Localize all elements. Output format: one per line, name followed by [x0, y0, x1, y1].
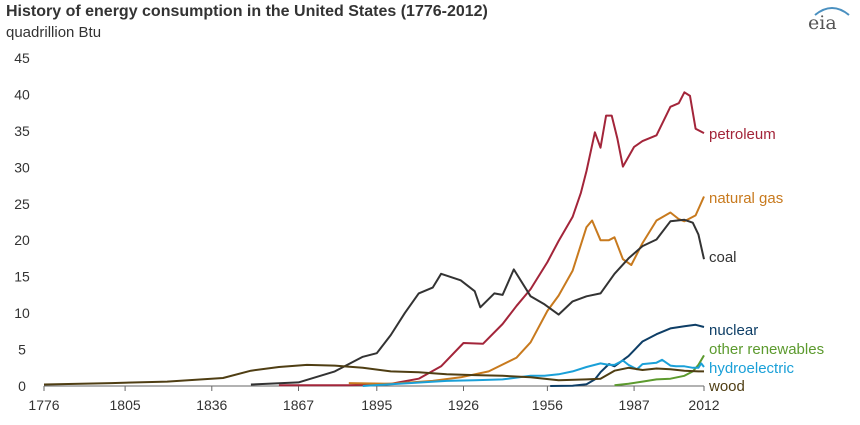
series-label-other-renewables: other renewables: [709, 341, 824, 358]
x-tick-label: 1956: [532, 397, 563, 413]
series-label-petroleum: petroleum: [709, 126, 776, 143]
series-line-wood: [43, 363, 704, 386]
y-tick-label: 40: [14, 86, 30, 102]
eia-logo-arc-icon: [814, 7, 850, 16]
x-tick-label: 1776: [28, 397, 59, 413]
x-tick-label: 1867: [283, 397, 314, 413]
series-label-nuclear: nuclear: [709, 322, 758, 339]
x-tick-label: 1895: [361, 397, 392, 413]
series-label-wood: wood: [708, 378, 745, 395]
eia-logo: eia: [808, 12, 837, 34]
series-line-natural-gas: [348, 196, 705, 385]
y-tick-label: 5: [18, 342, 26, 358]
y-tick-label: 25: [14, 196, 30, 212]
y-tick-label: 35: [14, 123, 30, 139]
y-tick-label: 30: [14, 159, 30, 175]
x-tick-label: 1836: [196, 397, 227, 413]
series-label-natural-gas: natural gas: [709, 190, 783, 207]
y-tick-label: 10: [14, 305, 30, 321]
y-tick-label: 0: [18, 378, 26, 394]
series-line-coal: [250, 218, 705, 386]
chart-title: History of energy consumption in the Uni…: [6, 3, 488, 20]
series-line-petroleum: [278, 91, 705, 387]
x-tick-label: 1926: [448, 397, 479, 413]
y-tick-label: 20: [14, 232, 30, 248]
series-label-coal: coal: [709, 249, 737, 266]
y-tick-label: 45: [14, 50, 30, 66]
y-tick-label: 15: [14, 269, 30, 285]
series-label-hydroelectric: hydroelectric: [709, 360, 795, 377]
x-tick-label: 1987: [619, 397, 650, 413]
x-tick-label: 1805: [110, 397, 141, 413]
y-axis-unit-label: quadrillion Btu: [6, 24, 102, 41]
series-line-hydroelectric: [362, 358, 705, 387]
x-tick-label: 2012: [688, 397, 719, 413]
